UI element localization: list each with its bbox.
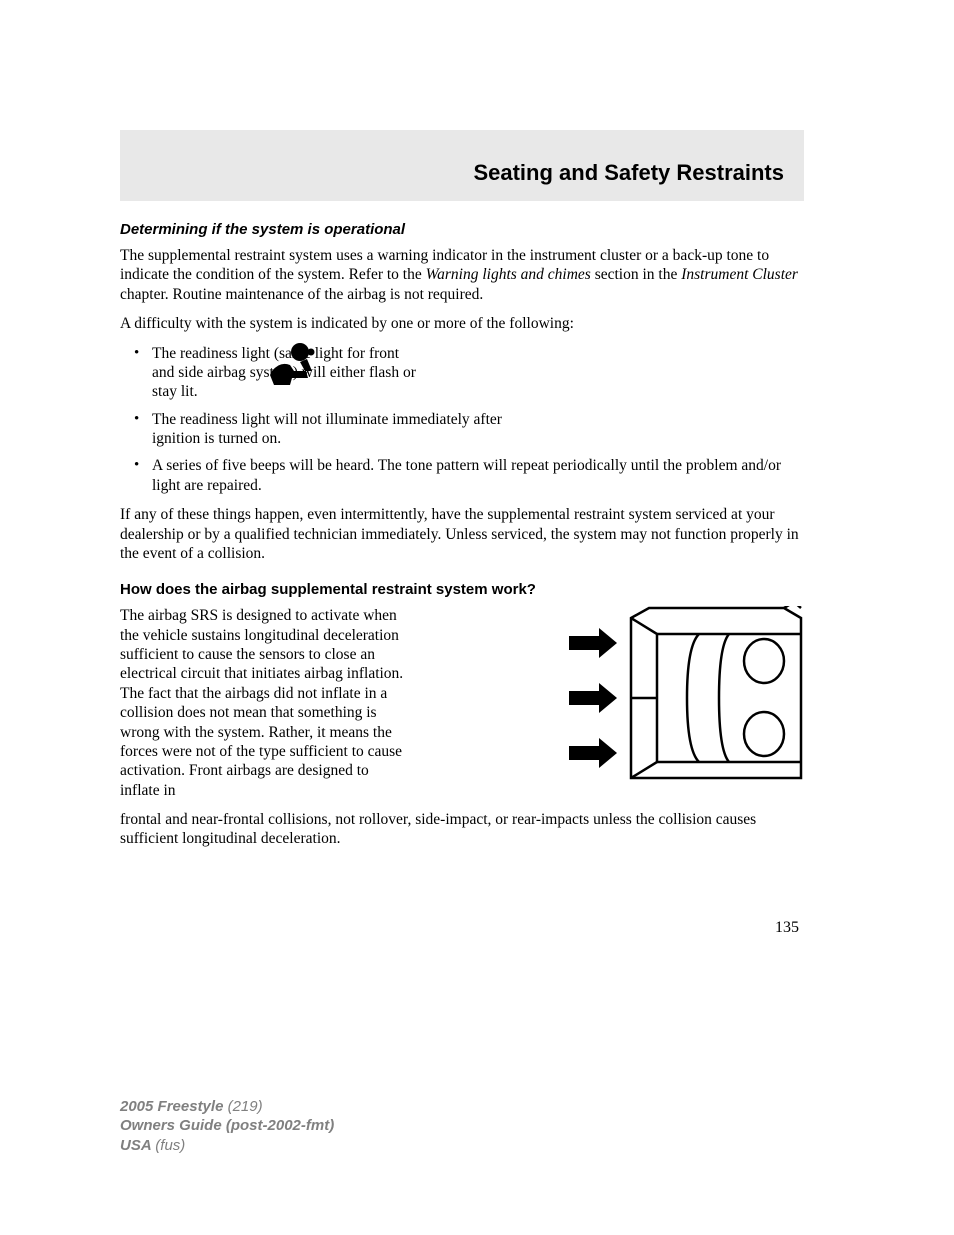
subheading-how-works: How does the airbag supplemental restrai… — [120, 581, 804, 598]
section-header-band: Seating and Safety Restraints — [120, 130, 804, 201]
page-number: 135 — [120, 919, 804, 937]
document-page: Seating and Safety Restraints Determinin… — [0, 0, 954, 937]
car-front-collision-diagram — [569, 606, 804, 796]
footer-line-2: Owners Guide (post-2002-fmt) — [120, 1116, 334, 1136]
text-italic-warning-lights: Warning lights and chimes — [426, 266, 591, 283]
footer-region: USA — [120, 1137, 155, 1154]
paragraph-intro: The supplemental restraint system uses a… — [120, 246, 804, 304]
footer-region-code: (fus) — [155, 1137, 185, 1154]
footer-line-1: 2005 Freestyle (219) — [120, 1097, 334, 1117]
list-item: A series of five beeps will be heard. Th… — [120, 456, 804, 495]
paragraph-srs-wrapped: The airbag SRS is designed to activate w… — [120, 606, 410, 800]
text-span: section in the — [591, 266, 681, 283]
text-italic-instrument-cluster: Instrument Cluster — [681, 266, 798, 283]
text-span: chapter. Routine maintenance of the airb… — [120, 286, 483, 303]
section-title: Seating and Safety Restraints — [140, 160, 784, 186]
airbag-warning-icon — [260, 341, 320, 394]
footer-line-3: USA (fus) — [120, 1136, 334, 1156]
footer-code: (219) — [228, 1098, 263, 1115]
footer-model: 2005 Freestyle — [120, 1098, 228, 1115]
subheading-determining: Determining if the system is operational — [120, 221, 804, 238]
list-item: The readiness light will not illuminate … — [120, 410, 540, 449]
paragraph-service: If any of these things happen, even inte… — [120, 505, 804, 563]
document-footer: 2005 Freestyle (219) Owners Guide (post-… — [120, 1097, 334, 1156]
paragraph-difficulty: A difficulty with the system is indicate… — [120, 314, 804, 333]
difficulty-list: The readiness light (same light for fron… — [120, 344, 804, 496]
diagram-text-wrap: The airbag SRS is designed to activate w… — [120, 606, 804, 800]
paragraph-srs-continued: frontal and near-frontal collisions, not… — [120, 810, 804, 849]
list-item: The readiness light (same light for fron… — [120, 344, 420, 402]
